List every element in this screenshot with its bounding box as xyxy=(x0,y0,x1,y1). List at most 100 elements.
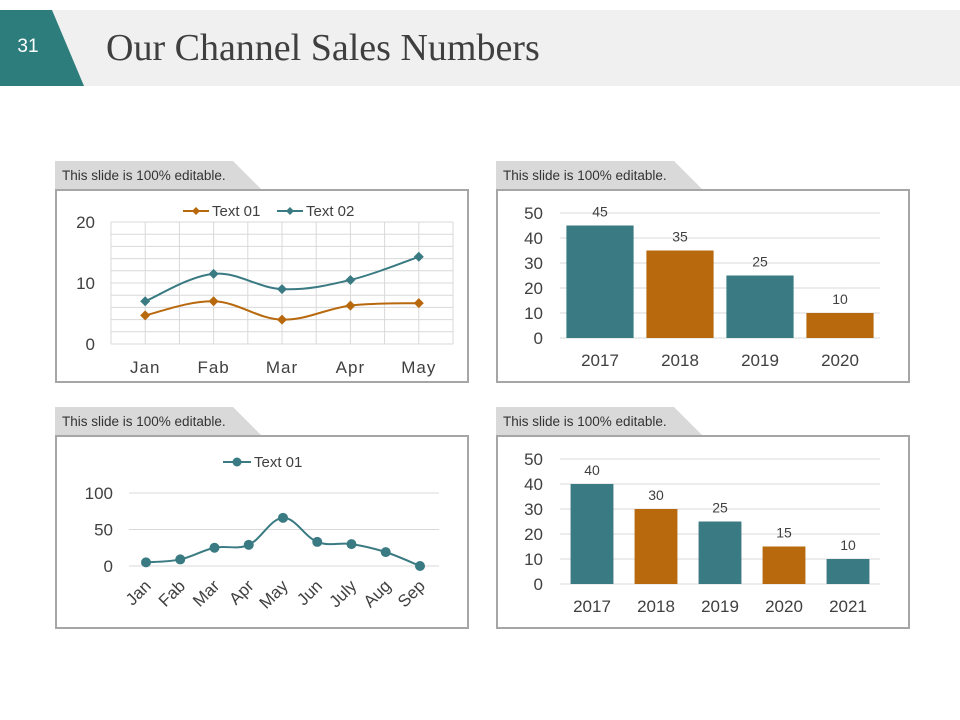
data-label: 10 xyxy=(832,291,848,307)
x-tick-label: Jan xyxy=(130,358,160,377)
x-tick-label: 2020 xyxy=(765,597,803,616)
data-label: 35 xyxy=(672,229,688,245)
data-point xyxy=(175,554,186,565)
data-label: 40 xyxy=(584,462,600,478)
x-tick-label: Fab xyxy=(197,358,229,377)
y-tick-label: 20 xyxy=(524,279,543,298)
x-tick-label: Aug xyxy=(360,576,395,611)
legend-marker xyxy=(192,207,200,215)
data-point xyxy=(277,284,287,295)
slide-number-badge: 31 xyxy=(0,10,84,86)
data-label: 30 xyxy=(648,487,664,503)
data-label: 45 xyxy=(592,204,608,220)
data-point xyxy=(345,300,356,311)
chart-frame: 0 10 20 Jan Fab Mar Apr May Text 01 Text 02 xyxy=(55,189,469,383)
legend-label: Text 02 xyxy=(306,203,354,220)
bar xyxy=(570,484,614,584)
y-tick-label: 0 xyxy=(104,557,113,576)
legend-label: Text 01 xyxy=(254,454,302,471)
y-tick-label: 30 xyxy=(524,500,543,519)
bar xyxy=(826,559,870,584)
data-point xyxy=(278,512,288,523)
y-tick-label: 0 xyxy=(534,329,543,348)
x-tick-label: Apr xyxy=(225,576,257,608)
y-tick-label: 20 xyxy=(524,525,543,544)
slide-number: 31 xyxy=(17,36,39,57)
data-point xyxy=(277,314,287,325)
bar xyxy=(726,275,794,338)
chart-frame: 0 50 100 Jan Fab Mar Apr May Jun July Aug Sep Text 0… xyxy=(55,435,469,629)
x-tick-label: Mar xyxy=(189,576,223,610)
data-point xyxy=(312,536,323,547)
x-tick-label: Jun xyxy=(293,576,326,609)
x-tick-label: July xyxy=(326,576,361,611)
line-chart-1: 0 10 20 Jan Fab Mar Apr May Text 01 Text 02 xyxy=(76,203,454,377)
bar xyxy=(698,521,742,584)
x-tick-label: May xyxy=(256,576,292,612)
bar-chart-2: 0 10 20 30 40 50 40 2017 30 2018 25 2019 15 2020 10 202… xyxy=(524,450,880,616)
x-tick-label: 2017 xyxy=(581,351,619,370)
x-tick-label: Mar xyxy=(266,358,298,377)
x-tick-label: 2018 xyxy=(637,597,675,616)
tab-label: This slide is 100% editable. xyxy=(503,414,667,429)
x-tick-label: 2017 xyxy=(573,597,611,616)
x-tick-label: May xyxy=(401,358,436,377)
tab-label: This slide is 100% editable. xyxy=(503,168,667,183)
data-label: 15 xyxy=(776,525,792,541)
data-point xyxy=(208,268,219,279)
data-label: 25 xyxy=(712,500,728,516)
bar xyxy=(566,225,634,338)
y-tick-label: 30 xyxy=(524,254,543,273)
chart-frame: 0 10 20 30 40 50 45 2017 35 2018 25 2019 10 2020 xyxy=(496,189,910,383)
y-tick-label: 0 xyxy=(534,575,543,594)
data-point xyxy=(243,539,254,550)
tab-label: This slide is 100% editable. xyxy=(62,168,226,183)
y-tick-label: 40 xyxy=(524,475,543,494)
data-point xyxy=(413,298,424,309)
data-point xyxy=(140,310,151,321)
y-tick-label: 40 xyxy=(524,229,543,248)
panel-tab: This slide is 100% editable. xyxy=(55,407,265,435)
tab-label: This slide is 100% editable. xyxy=(62,414,226,429)
data-label: 25 xyxy=(752,254,768,270)
y-tick-label: 50 xyxy=(524,450,543,469)
bar xyxy=(634,509,678,584)
data-point xyxy=(141,557,151,568)
x-tick-label: Apr xyxy=(336,358,365,377)
y-tick-label: 10 xyxy=(524,304,543,323)
x-tick-label: Fab xyxy=(155,576,189,610)
data-point xyxy=(346,539,357,550)
data-point xyxy=(413,251,424,262)
bar xyxy=(762,546,806,584)
data-point xyxy=(209,542,220,553)
legend-marker xyxy=(286,207,294,215)
x-tick-label: Jan xyxy=(122,576,155,609)
x-tick-label: 2019 xyxy=(701,597,739,616)
header-band xyxy=(0,10,960,86)
data-point xyxy=(208,296,219,307)
y-tick-label: 50 xyxy=(94,521,113,540)
data-point xyxy=(345,274,356,285)
chart-frame: 0 10 20 30 40 50 40 2017 30 2018 25 2019 15 2020 10 202… xyxy=(496,435,910,629)
bar-chart-1: 0 10 20 30 40 50 45 2017 35 2018 25 2019 10 2020 xyxy=(524,204,880,370)
x-tick-label: 2020 xyxy=(821,351,859,370)
bar xyxy=(806,313,874,338)
data-point xyxy=(380,547,391,558)
data-point xyxy=(140,296,151,307)
legend-marker xyxy=(232,457,242,467)
x-tick-label: 2018 xyxy=(661,351,699,370)
x-tick-label: Sep xyxy=(394,576,429,611)
data-point xyxy=(415,561,425,571)
bar xyxy=(646,250,714,338)
y-tick-label: 100 xyxy=(85,484,113,503)
y-tick-label: 10 xyxy=(524,550,543,569)
legend-label: Text 01 xyxy=(212,203,260,220)
x-tick-label: 2019 xyxy=(741,351,779,370)
panel-tab: This slide is 100% editable. xyxy=(496,161,706,189)
y-tick-label: 0 xyxy=(86,335,95,354)
series-line xyxy=(145,516,421,567)
x-tick-label: 2021 xyxy=(829,597,867,616)
y-tick-label: 50 xyxy=(524,204,543,223)
data-label: 10 xyxy=(840,537,856,553)
